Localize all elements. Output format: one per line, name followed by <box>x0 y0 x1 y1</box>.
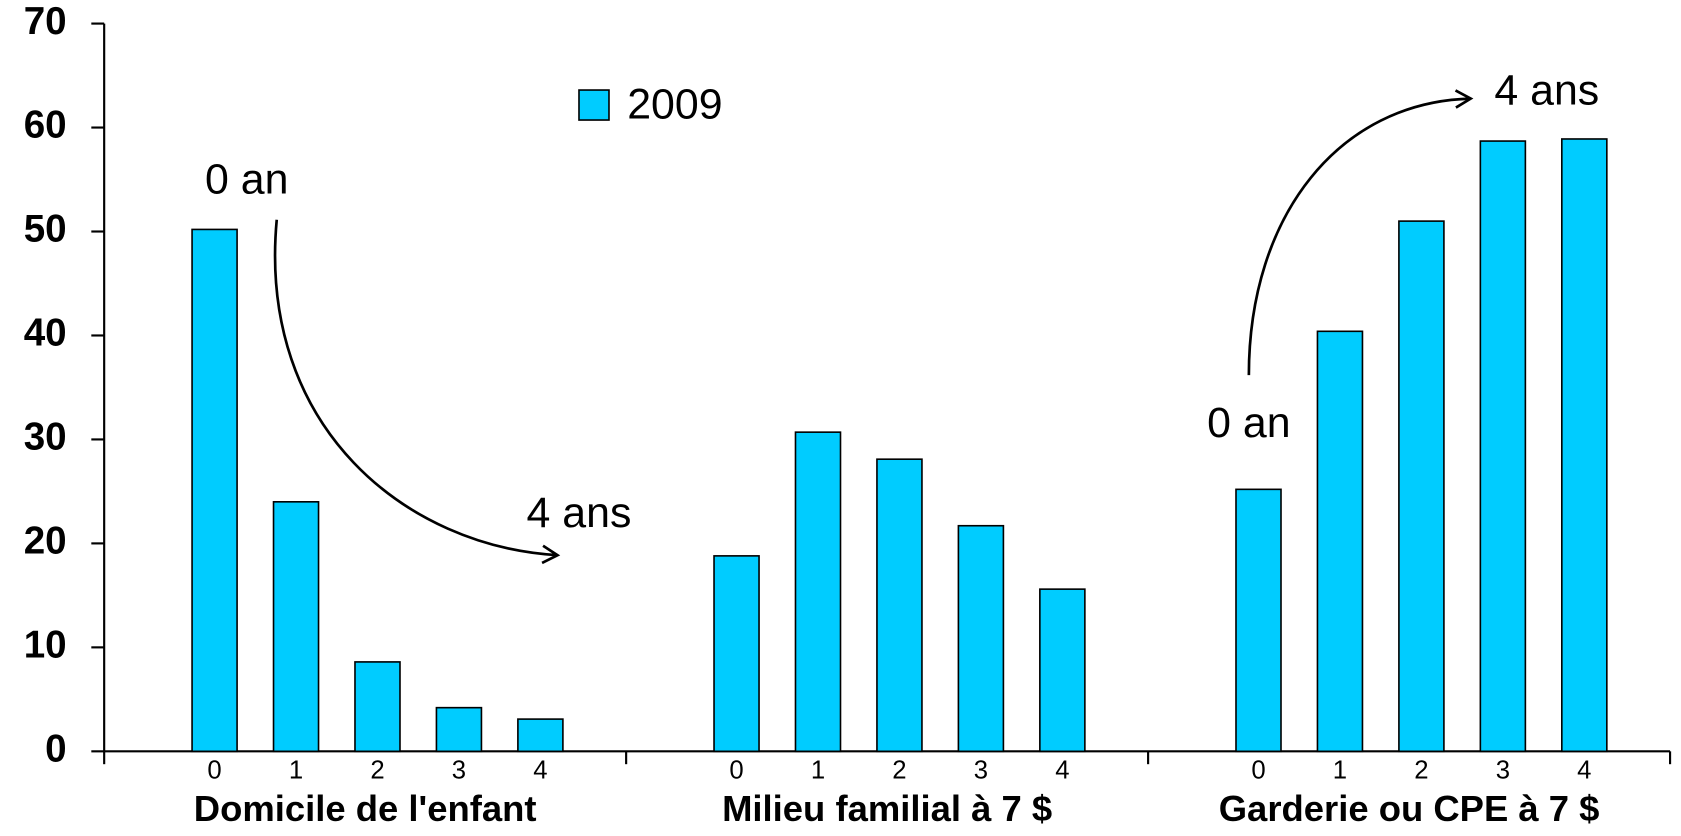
y-tick-label: 40 <box>24 312 67 355</box>
arrow <box>1247 89 1474 376</box>
sub-label: 0 <box>729 756 743 784</box>
bar <box>1039 588 1086 753</box>
group-label: Domicile de l'enfant <box>194 788 537 829</box>
bar <box>435 706 483 753</box>
sub-label: 4 <box>1577 756 1591 784</box>
sub-label: 2 <box>1414 756 1428 784</box>
sub-label: 1 <box>811 756 825 784</box>
sub-label: 0 <box>1251 756 1265 784</box>
y-tick-label: 0 <box>45 728 66 771</box>
bar <box>517 718 564 753</box>
sub-label: 1 <box>289 756 303 784</box>
bar <box>354 661 401 753</box>
bar <box>1398 220 1445 753</box>
sub-label: 3 <box>1496 756 1510 784</box>
annotation: 4 ans <box>527 489 632 537</box>
annotation: 0 an <box>205 156 288 204</box>
bar <box>957 524 1005 753</box>
y-tick-label: 60 <box>24 104 67 147</box>
bar <box>1235 488 1282 753</box>
bar <box>1561 138 1608 753</box>
sub-label: 2 <box>892 756 906 784</box>
sub-label: 4 <box>533 756 547 784</box>
annotation: 0 an <box>1207 399 1290 447</box>
y-tick-label: 50 <box>24 208 67 251</box>
sub-label: 0 <box>207 756 221 784</box>
sub-label: 3 <box>974 756 988 784</box>
sub-label: 4 <box>1055 756 1069 784</box>
group-label: Milieu familial à 7 $ <box>722 788 1052 829</box>
arrow <box>273 219 561 565</box>
bar <box>713 555 760 753</box>
bar <box>272 501 320 753</box>
bar <box>1316 330 1364 753</box>
bar <box>191 228 238 753</box>
group-label: Garderie ou CPE à 7 $ <box>1219 788 1600 829</box>
y-tick-label: 30 <box>24 416 67 459</box>
sub-label: 1 <box>1333 756 1347 784</box>
y-tick-label: 70 <box>24 0 67 43</box>
y-tick-label: 20 <box>24 520 67 563</box>
legend-label: 2009 <box>627 81 722 129</box>
sub-label: 3 <box>452 756 466 784</box>
annotation: 4 ans <box>1494 67 1599 115</box>
sub-label: 2 <box>370 756 384 784</box>
y-tick-label: 10 <box>24 624 67 667</box>
bar <box>794 431 842 753</box>
bar <box>876 458 923 753</box>
legend-swatch <box>578 89 610 121</box>
bar <box>1479 140 1527 753</box>
